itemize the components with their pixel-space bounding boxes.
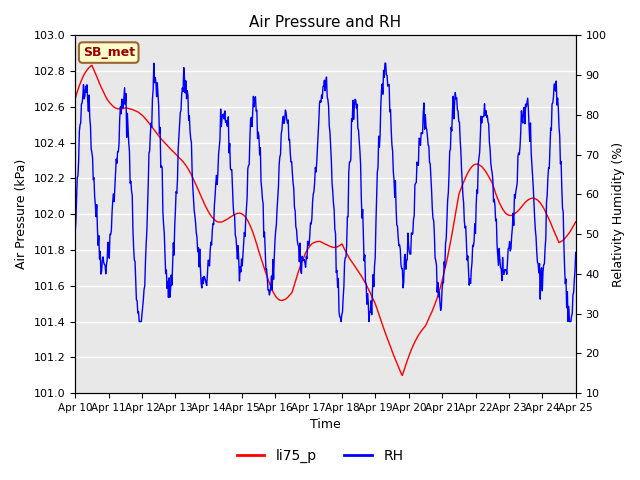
li75_p bbox=[184, 165, 191, 170]
li75_p bbox=[81, 72, 88, 77]
li75_p bbox=[387, 345, 394, 350]
Text: SB_met: SB_met bbox=[83, 46, 135, 59]
Y-axis label: Air Pressure (kPa): Air Pressure (kPa) bbox=[15, 159, 28, 269]
X-axis label: Time: Time bbox=[310, 419, 341, 432]
li75_p bbox=[402, 362, 410, 368]
Title: Air Pressure and RH: Air Pressure and RH bbox=[250, 15, 401, 30]
RH bbox=[387, 128, 395, 133]
RH bbox=[132, 277, 140, 283]
li75_p bbox=[88, 62, 96, 68]
RH bbox=[150, 60, 157, 66]
RH bbox=[184, 93, 192, 98]
RH bbox=[572, 250, 580, 255]
RH bbox=[81, 96, 88, 102]
Line: li75_p: li75_p bbox=[75, 65, 576, 375]
Y-axis label: Relativity Humidity (%): Relativity Humidity (%) bbox=[612, 142, 625, 287]
li75_p bbox=[71, 96, 79, 102]
Legend: li75_p, RH: li75_p, RH bbox=[231, 443, 409, 468]
Line: RH: RH bbox=[75, 63, 576, 322]
RH bbox=[136, 319, 143, 324]
li75_p bbox=[399, 372, 406, 378]
RH bbox=[211, 203, 218, 208]
li75_p bbox=[210, 216, 218, 222]
RH bbox=[402, 266, 410, 272]
li75_p bbox=[572, 219, 580, 225]
li75_p bbox=[132, 108, 140, 114]
RH bbox=[71, 229, 79, 235]
